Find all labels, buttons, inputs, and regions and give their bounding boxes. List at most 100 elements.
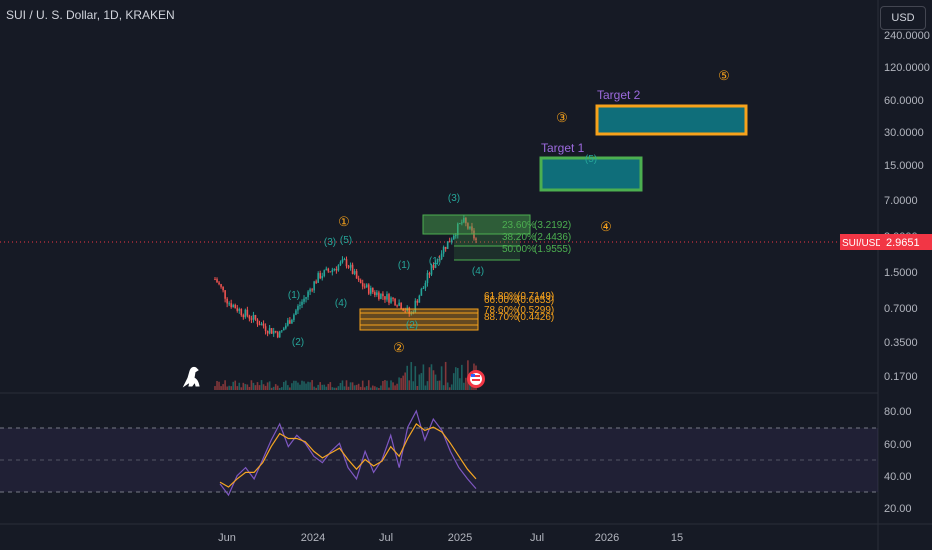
candle-body (438, 258, 441, 260)
dinosaur-icon[interactable] (182, 366, 200, 388)
wave-label-minor: (3) (448, 193, 460, 204)
volume-bar (339, 382, 342, 390)
volume-bar (250, 380, 253, 390)
volume-bar (430, 364, 433, 390)
wave-label-major: ② (393, 340, 405, 355)
volume-bar (465, 377, 467, 390)
wave-label-major: ⑤ (718, 68, 730, 83)
candle-body (270, 328, 273, 334)
candle-body (268, 328, 271, 334)
volume-bar (372, 385, 374, 390)
volume-bar (242, 382, 245, 390)
candle-body (228, 303, 230, 305)
fib-zone-500 (454, 246, 520, 260)
volume-bar (244, 384, 247, 390)
candle-body (242, 315, 245, 318)
candle-body (244, 309, 247, 318)
volume-bar (276, 385, 279, 390)
volume-bar (266, 382, 269, 390)
candle-body (236, 308, 239, 311)
volume-bar (436, 380, 439, 390)
volume-bar (291, 383, 293, 390)
fib-lower-pct: 88.70% (484, 312, 518, 323)
volume-bar (400, 378, 402, 390)
volume-bar (406, 365, 409, 390)
candle-body (444, 246, 447, 249)
volume-bar (428, 367, 431, 390)
candle-body (414, 300, 417, 313)
time-axis: Jun 2024 Jul 2025 Jul 2026 15 (218, 532, 683, 544)
candle-body (378, 292, 380, 299)
volume-bar (214, 386, 216, 390)
volume-bar (351, 382, 354, 390)
volume-bar (422, 364, 425, 390)
candle-body (307, 291, 309, 298)
candle-body (313, 281, 315, 291)
volume-bar (459, 378, 461, 390)
fib-lower-pct: 66.00% (484, 295, 518, 306)
candle-body (459, 223, 461, 225)
volume-bar (272, 386, 275, 390)
volume-bar (256, 382, 259, 390)
candle-body (250, 318, 253, 320)
candle-body (297, 306, 299, 311)
volume-bars (214, 360, 477, 390)
price-tick-label: 30.0000 (884, 127, 924, 139)
candle-body (424, 283, 427, 289)
candle-body (335, 268, 338, 271)
candle-body (469, 226, 471, 229)
candle-body (323, 270, 326, 277)
fib-upper-pct: 38.20% (502, 232, 536, 243)
time-tick-label: Jul (530, 532, 544, 544)
candle-body (384, 296, 386, 300)
target-1-box (539, 156, 643, 192)
wave-labels: ① ② ③ ④ ⑤ (1) (2) (3) (4) (5) (1) (2) (3) (4) (5) (1) (288, 68, 730, 355)
candle-body (319, 273, 322, 279)
volume-bar (329, 382, 332, 390)
wave-label-major: ① (338, 214, 350, 229)
candle-body (465, 217, 467, 224)
volume-bar (264, 385, 267, 390)
volume-bar (365, 386, 368, 390)
currency-button[interactable]: USD (880, 6, 926, 30)
volume-bar (285, 380, 287, 390)
volume-bar (450, 384, 453, 390)
candle-body (345, 259, 348, 267)
candle-body (278, 331, 281, 338)
rsi-tick-label: 20.00 (884, 503, 912, 515)
candle-body (422, 288, 425, 290)
chart-title: SUI / U. S. Dollar, 1D, KRAKEN (6, 8, 175, 22)
rsi-axis: 80.00 60.00 40.00 20.00 (884, 406, 912, 515)
candle-body (369, 287, 372, 294)
volume-bar (258, 385, 261, 390)
volume-bar (426, 381, 429, 390)
candle-body (254, 314, 257, 320)
volume-bar (238, 382, 241, 390)
candle-body (238, 309, 241, 311)
candle-body (220, 284, 222, 287)
candle-body (256, 319, 259, 325)
volume-bar (252, 382, 255, 390)
volume-bar (420, 373, 423, 390)
candle-body (394, 298, 396, 306)
volume-bar (341, 380, 344, 390)
us-flag-event-icon[interactable] (467, 370, 485, 388)
volume-bar (414, 366, 417, 390)
candle-body (262, 323, 265, 327)
volume-bar (262, 384, 265, 390)
volume-bar (388, 387, 390, 390)
candle-body (380, 293, 382, 299)
volume-bar (303, 381, 305, 390)
candle-body (359, 279, 362, 284)
candle-body (234, 304, 237, 309)
wave-label-minor: (4) (335, 298, 347, 309)
price-tick-label: 60.0000 (884, 95, 924, 107)
volume-bar (347, 386, 350, 390)
candle-body (282, 328, 285, 331)
volume-bar (408, 380, 411, 390)
candle-body (240, 309, 243, 316)
candle-body (339, 262, 342, 266)
wave-label-minor: (2) (292, 337, 304, 348)
candle-body (390, 297, 392, 303)
